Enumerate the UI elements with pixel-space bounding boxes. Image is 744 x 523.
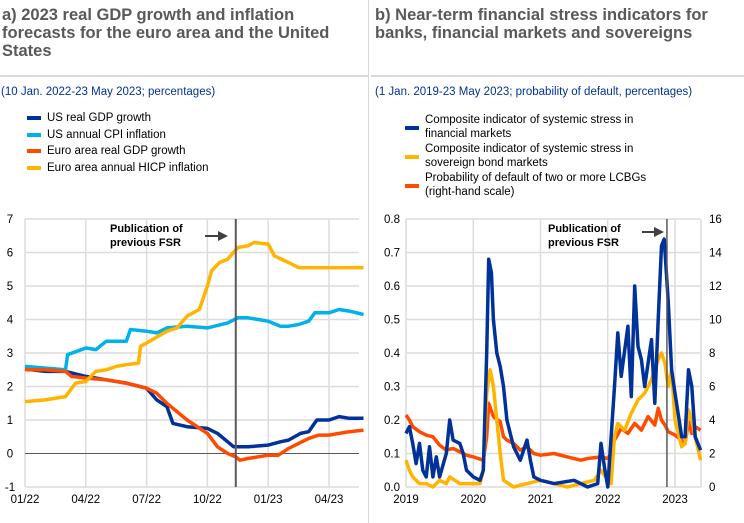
y-tick-label: 0.6	[384, 281, 400, 293]
x-tick-label: 2019	[393, 494, 419, 506]
y-tick-label: 7	[7, 214, 13, 226]
series-line-us-annual-cpi-inflation	[24, 307, 364, 372]
legend-swatch	[27, 165, 41, 170]
legend-label: Composite indicator of systemic stress i…	[425, 143, 634, 169]
chart-a-subtitle: (10 Jan. 2022-23 May 2023; percentages)	[1, 86, 216, 98]
y-tick-label: 0.8	[384, 214, 400, 226]
y2-tick-label: 12	[709, 281, 722, 293]
y-tick-label: 0.3	[384, 382, 400, 394]
series-line-euro-area-real-gdp-growth	[25, 368, 364, 462]
y2-tick-label: 16	[709, 214, 722, 226]
legend-label: Composite indicator of systemic stress i…	[425, 114, 634, 140]
series-line-euro-area-annual-hicp-inflation	[24, 240, 364, 404]
legend-item-euro-area-real-gdp-growth: Euro area real GDP growth	[27, 143, 209, 160]
chart-a-legend: US real GDP growth US annual CPI inflatio…	[27, 110, 209, 176]
annotation-text: previous FSR	[548, 237, 619, 249]
legend-label: Euro area annual HICP inflation	[47, 161, 209, 174]
y2-tick-label: 4	[709, 415, 716, 427]
legend-swatch	[405, 125, 419, 130]
annotation-text: Publication of	[110, 223, 183, 235]
legend-item-us-annual-cpi-inflation: US annual CPI inflation	[27, 127, 209, 144]
legend-label: Probability of default of two or more LC…	[425, 172, 647, 198]
y-tick-label: -1	[5, 482, 15, 494]
y-tick-label: 6	[7, 248, 13, 260]
y-tick-label: 0.5	[384, 315, 400, 327]
legend-item-probability-of-default-of-two-or-more-lc: Probability of default of two or more LC…	[405, 172, 655, 199]
y-tick-label: 5	[7, 281, 13, 293]
legend-swatch	[27, 149, 41, 154]
legend-label: Euro area real GDP growth	[47, 145, 186, 157]
annotation-text: Publication of	[548, 223, 621, 235]
x-tick-label: 2022	[595, 494, 621, 506]
chart-b-plot: 0.0 0 0.1 2 0.2 4 0.3 6 0.4 8 0.5 10 0.6 12 0.7 14 0.8 16…	[384, 214, 722, 506]
x-tick-label: 01/22	[11, 494, 40, 506]
series-line-composite-indicator-of-systemic-stress-i	[404, 237, 703, 489]
x-tick-label: 04/23	[315, 494, 344, 506]
y-tick-label: 4	[7, 315, 14, 327]
y-tick-label: 0.2	[384, 415, 400, 427]
panel-b: b) Near-term financial stress indicators…	[371, 0, 744, 523]
x-tick-label: 07/22	[132, 494, 161, 506]
y-tick-label: 0.1	[384, 449, 400, 461]
x-tick-label: 2023	[662, 494, 688, 506]
arrow-head-icon	[218, 231, 228, 241]
y2-tick-label: 0	[709, 482, 715, 494]
x-tick-label: 10/22	[193, 494, 222, 506]
x-tick-label: 2021	[528, 494, 554, 506]
x-tick-label: 01/23	[254, 494, 283, 506]
legend-swatch	[405, 183, 419, 188]
y2-tick-label: 14	[709, 248, 722, 260]
y-tick-label: 2	[7, 382, 13, 394]
chart-b-title: b) Near-term financial stress indicators…	[375, 6, 708, 42]
annotation-text: previous FSR	[110, 237, 181, 249]
y-tick-label: 3	[7, 348, 13, 360]
chart-a-plot: -1 0 1 2 3 4 5 6 7 01/22 04/22 07/22 10/22 01/23 04/23…	[5, 214, 364, 506]
x-tick-label: 2020	[460, 494, 486, 506]
panel-divider	[368, 0, 369, 523]
y2-tick-label: 2	[709, 449, 715, 461]
chart-b-subtitle: (1 Jan. 2019-23 May 2023; probability of…	[375, 86, 693, 98]
legend-swatch	[405, 154, 419, 159]
legend-label: US real GDP growth	[47, 112, 151, 124]
y-tick-label: 0	[7, 449, 13, 461]
x-tick-label: 04/22	[71, 494, 100, 506]
y2-tick-label: 10	[709, 315, 722, 327]
y-tick-label: 0.4	[384, 348, 401, 360]
arrow-head-icon	[654, 227, 664, 237]
y-tick-label: 0.7	[384, 248, 400, 260]
title-divider	[371, 75, 744, 77]
series-line-composite-indicator-of-systemic-stress-i	[404, 351, 703, 489]
y2-tick-label: 8	[709, 348, 715, 360]
y-tick-label: 1	[7, 415, 13, 427]
legend-swatch	[27, 116, 41, 121]
legend-item-composite-indicator-of-systemic-stress-i: Composite indicator of systemic stress i…	[405, 114, 655, 141]
panel-a: a) 2023 real GDP growth and inflation fo…	[0, 0, 369, 523]
y2-tick-label: 6	[709, 382, 715, 394]
series-line-probability-of-default-of-two-or-more-lc	[404, 401, 702, 462]
chart-a-title: a) 2023 real GDP growth and inflation fo…	[2, 6, 330, 60]
legend-item-composite-indicator-of-systemic-stress-i: Composite indicator of systemic stress i…	[405, 143, 655, 170]
chart-b-legend: Composite indicator of systemic stress i…	[405, 114, 655, 201]
legend-label: US annual CPI inflation	[47, 128, 166, 141]
legend-swatch	[27, 132, 41, 137]
legend-item-us-real-gdp-growth: US real GDP growth	[27, 110, 209, 127]
legend-item-euro-area-annual-hicp-inflation: Euro area annual HICP inflation	[27, 160, 209, 177]
y-tick-label: 0.0	[384, 482, 400, 494]
title-divider	[0, 75, 369, 77]
